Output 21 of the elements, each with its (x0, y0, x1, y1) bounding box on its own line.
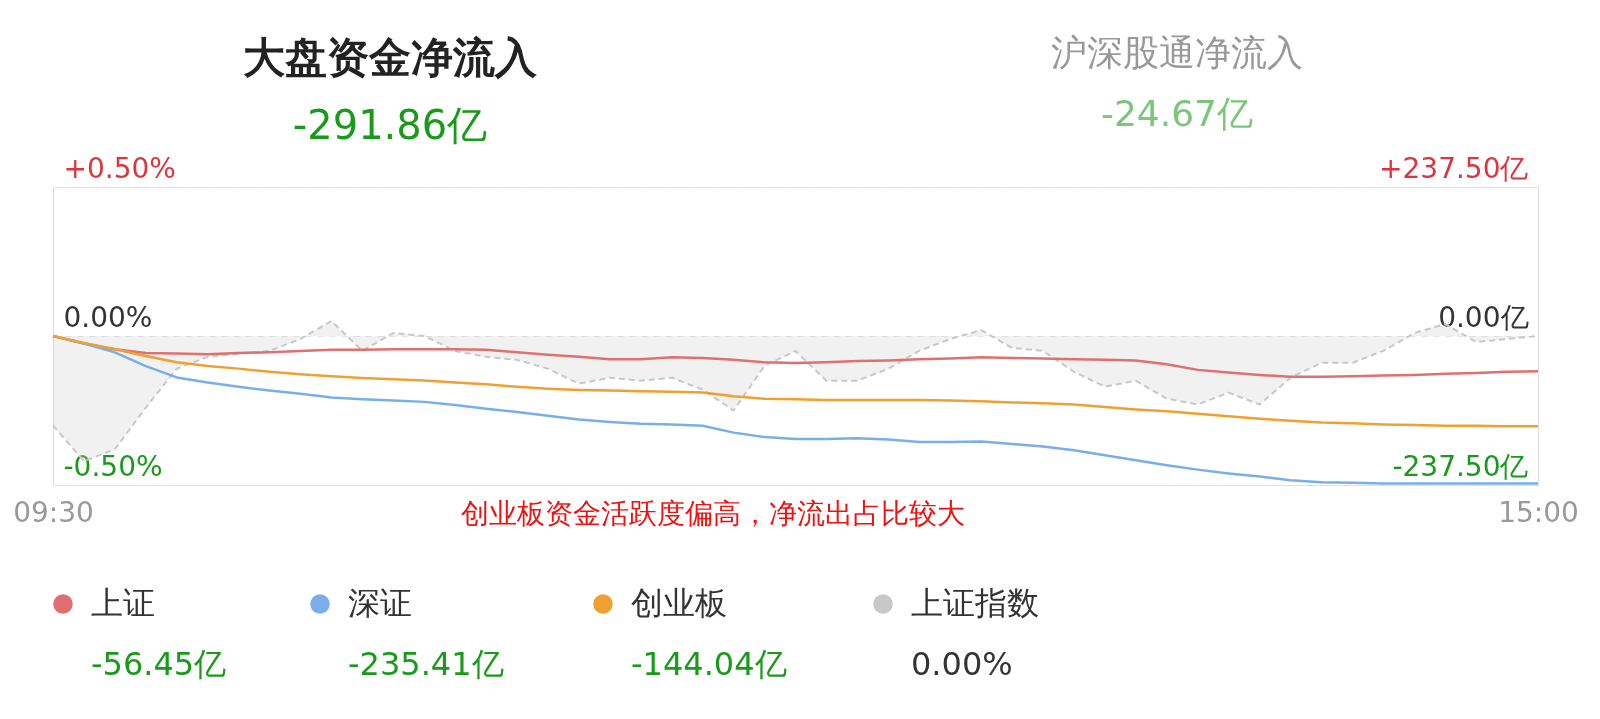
chart-title: 大盘资金净流入 (243, 33, 538, 82)
text: -56.45亿 (91, 645, 227, 683)
x-tick-label: 15:00 (1498, 495, 1579, 529)
y-tick-label: -0.50% (63, 449, 163, 483)
text: 沪深股通净流入 (1051, 32, 1303, 73)
legend-label: 深证 (348, 584, 412, 622)
chart-subtitle: -291.86亿 (292, 102, 488, 148)
y2-tick-label: 0.00亿 (1438, 300, 1529, 334)
text: -144.04亿 (631, 645, 787, 683)
text: -235.41亿 (348, 645, 504, 683)
y-tick-label: +0.50% (63, 151, 176, 185)
legend-label: 上证 (91, 584, 155, 622)
text: 0.00% (911, 645, 1013, 683)
x-tick-label: 09:30 (13, 495, 94, 529)
text: 创业板资金活跃度偏高，净流出占比较大 (461, 497, 965, 530)
y2-tick-label: +237.50亿 (1379, 151, 1529, 185)
y2-tick-label: -237.50亿 (1392, 449, 1529, 483)
y-tick-label: 0.00% (63, 300, 153, 334)
legend-label: 创业板 (631, 584, 727, 622)
legend-label: 上证指数 (911, 584, 1039, 622)
text: -24.67亿 (1100, 93, 1254, 134)
